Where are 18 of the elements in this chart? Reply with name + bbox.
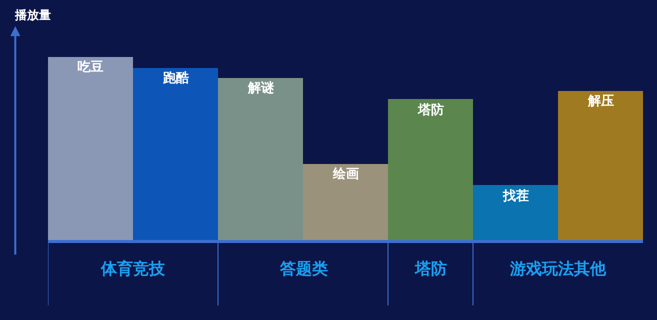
x-tick-label: 解压	[587, 94, 614, 109]
text: 游戏玩法其他	[509, 259, 607, 278]
x-tick-label: 找茬	[502, 188, 529, 204]
text: 答题类	[279, 259, 328, 278]
x-tick-label: 吃豆	[78, 60, 104, 75]
bar	[218, 78, 303, 240]
bar	[558, 91, 643, 240]
bar	[133, 68, 218, 240]
x-tick-label: 绘画	[332, 167, 359, 182]
bar	[473, 185, 558, 240]
x-tick-label: 解谜	[247, 81, 274, 96]
bar	[303, 164, 388, 240]
text: 体育竞技	[100, 259, 166, 278]
y-axis-title: 播放量	[14, 8, 51, 22]
bar	[388, 99, 473, 240]
text: 塔防	[414, 259, 447, 278]
bar	[48, 57, 133, 240]
x-tick-label: 跑酷	[162, 71, 189, 86]
